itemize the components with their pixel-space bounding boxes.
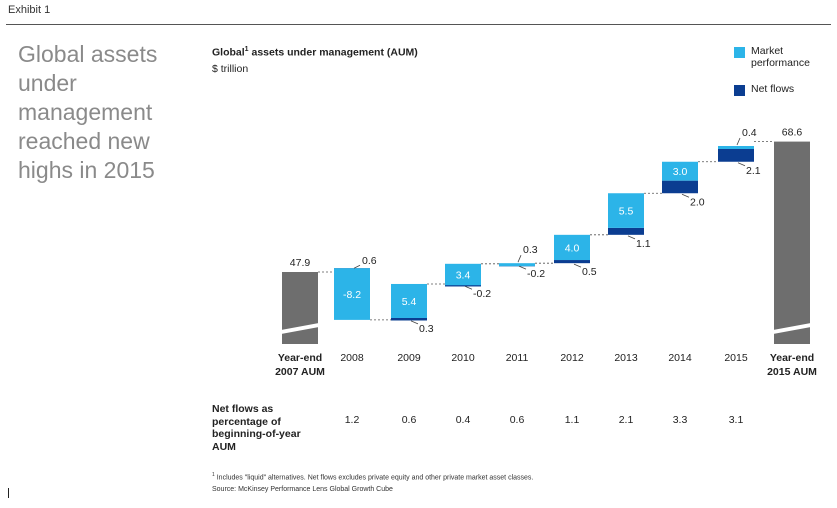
bar-market-2014 [662, 161, 698, 181]
bar-netflows-2009 [391, 317, 427, 321]
legend-swatch-netflows [734, 85, 745, 96]
chart-title-rest: assets under management (AUM) [248, 46, 418, 59]
legend: Market performance Net flows [734, 45, 837, 96]
source-note: Source: McKinsey Performance Lens Global… [212, 486, 393, 493]
x-label-start-line2: 2007 AUM [275, 366, 325, 378]
x-label-start-line1: Year-end [278, 352, 322, 364]
leader-netflows-2012 [573, 263, 582, 268]
bar-netflows-2012 [554, 260, 590, 264]
value-label-market-2008: -8.2 [343, 289, 361, 301]
chart-title-main: Global [212, 46, 245, 59]
value-label-market-2010: 3.4 [456, 270, 471, 282]
bar-end-total [774, 141, 810, 344]
value-label-netflows-2015: 2.1 [746, 165, 761, 177]
bar-market-2011 [499, 263, 535, 267]
legend-swatch-market [734, 47, 745, 58]
x-label-end-line1: Year-end [770, 352, 814, 364]
netflows-pct-value-2009: 0.6 [401, 414, 417, 426]
value-label-netflows-2009: 0.3 [419, 323, 434, 335]
leader-market-2011 [517, 255, 522, 263]
axis-break-start [281, 323, 319, 334]
legend-label-market: Market performance [751, 45, 810, 69]
netflows-pct-value-2013: 2.1 [618, 414, 634, 426]
value-label-market-2012: 4.0 [565, 242, 580, 254]
bar-market-2010 [445, 263, 481, 286]
x-label-2008: 2008 [340, 352, 364, 364]
netflows-pct-value-2011: 0.6 [509, 414, 525, 426]
chart-unit: $ trillion [212, 63, 249, 75]
x-label-2014: 2014 [668, 352, 692, 364]
footnote-text: Includes "liquid" alternatives. Net flow… [216, 474, 534, 482]
value-label-market-2014: 3.0 [673, 166, 688, 178]
x-label-2015: 2015 [724, 352, 748, 364]
legend-label-netflows: Net flows [751, 83, 795, 95]
value-label-netflows-2011: -0.2 [527, 268, 545, 280]
bar-start-total [282, 272, 318, 344]
value-label-netflows-2014: 2.0 [690, 196, 705, 208]
netflows-pct-value-2012: 1.1 [564, 414, 580, 426]
x-label-2012: 2012 [560, 352, 584, 364]
legend-item-market: Market performance [734, 45, 837, 69]
x-label-2009: 2009 [397, 352, 421, 364]
value-label-start: 47.9 [290, 257, 311, 269]
chart-title-sup: 1 [244, 46, 249, 53]
value-label-netflows-2012: 0.5 [582, 266, 597, 278]
bar-market-2008 [334, 268, 370, 320]
axis-break-end [773, 323, 811, 334]
netflows-pct-value-2015: 3.1 [728, 414, 744, 426]
footnote: 1 Includes "liquid" alternatives. Net fl… [212, 472, 533, 481]
leader-netflows-2015 [737, 162, 746, 167]
leader-netflows-2011 [518, 265, 527, 270]
netflows-pct-value-2008: 1.2 [344, 414, 360, 426]
bar-market-2012 [554, 234, 590, 261]
value-label-market-2013: 5.5 [619, 206, 634, 218]
leader-netflows-2009 [410, 320, 419, 325]
exhibit-label: Exhibit 1 [8, 4, 51, 16]
bar-market-2015 [718, 146, 754, 149]
bar-netflows-2013 [608, 227, 644, 235]
value-label-market-2009: 5.4 [402, 296, 417, 308]
value-label-market-2015: 0.4 [742, 127, 757, 139]
leader-netflows-2013 [627, 235, 636, 240]
bar-market-2009 [391, 283, 427, 318]
x-label-2010: 2010 [451, 352, 475, 364]
header-rule [6, 24, 831, 25]
netflows-pct-label: Net flows as percentage of beginning-of-… [212, 403, 301, 453]
bar-market-2013 [608, 193, 644, 228]
netflows-pct-value-2010: 0.4 [455, 414, 471, 426]
value-label-netflows-2008: 0.6 [362, 255, 377, 267]
value-label-netflows-2010: -0.2 [473, 288, 491, 300]
x-label-2013: 2013 [614, 352, 638, 364]
edge-mark [8, 488, 9, 498]
bar-netflows-2015 [718, 148, 754, 162]
leader-market-2015 [736, 137, 741, 146]
x-label-2011: 2011 [506, 352, 529, 364]
bar-netflows-2014 [662, 180, 698, 194]
leader-netflows-2008 [353, 264, 361, 269]
footnote-sup: 1 [212, 472, 215, 478]
chart-title: Global1 assets under management (AUM) [212, 46, 418, 59]
value-label-market-2011: 0.3 [523, 244, 538, 256]
value-label-end: 68.6 [782, 127, 803, 139]
value-label-netflows-2013: 1.1 [636, 238, 651, 250]
headline: Global assets under management reached n… [18, 41, 158, 183]
netflows-pct-value-2014: 3.3 [672, 414, 688, 426]
legend-item-netflows: Net flows [734, 83, 837, 96]
leader-netflows-2014 [681, 193, 690, 198]
leader-netflows-2010 [464, 285, 473, 290]
x-label-end-line2: 2015 AUM [767, 366, 817, 378]
